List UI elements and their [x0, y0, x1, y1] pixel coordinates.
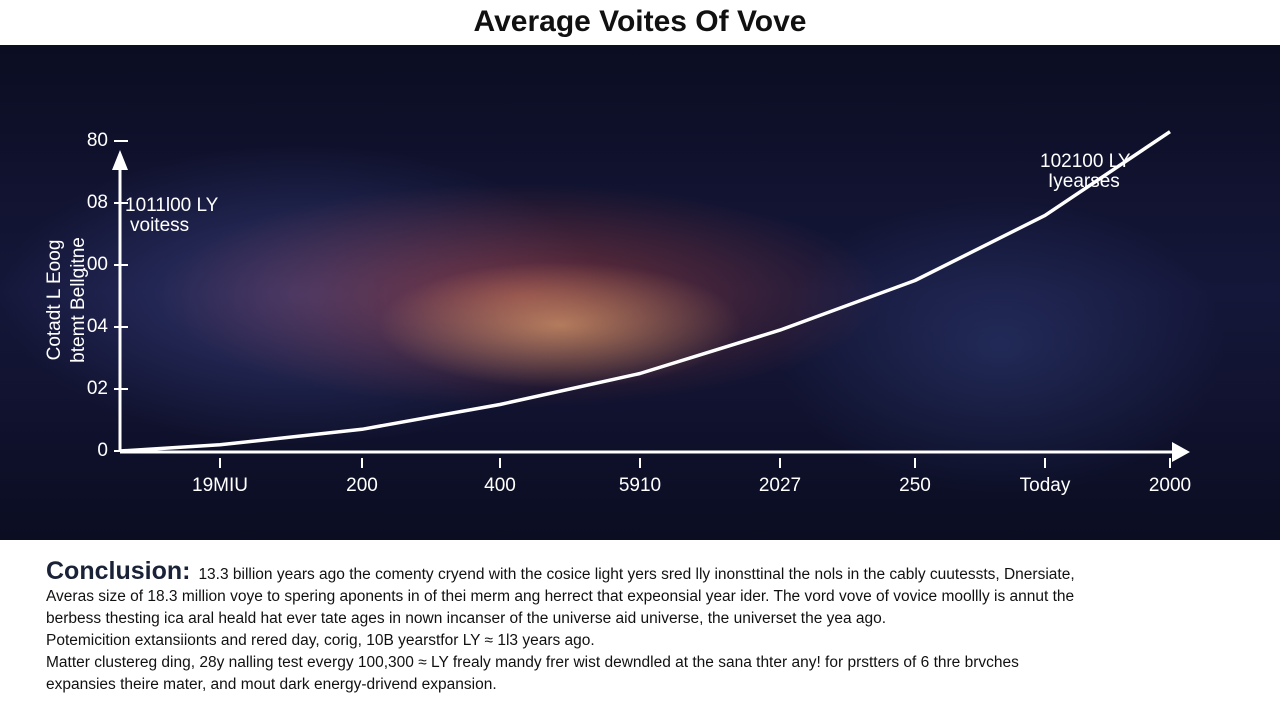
y-tick-label: 02 — [87, 378, 108, 399]
conclusion-text: 13.3 billion years ago the comenty cryen… — [198, 566, 1075, 583]
y-tick-label: .00 — [82, 254, 108, 275]
data-line — [119, 130, 1171, 453]
annotation: voitess — [130, 215, 189, 236]
x-arrow — [1172, 442, 1190, 462]
conclusion-heading: Conclusion: — [46, 557, 191, 585]
x-tick-label: 2000 — [1149, 475, 1191, 496]
chart-title: Average Voites Of Vove — [473, 5, 807, 38]
chart: Cotadt L Eoog btemt Bellgitne 1011l00 LY… — [0, 0, 1280, 540]
conclusion: Conclusion: 13.3 billion years ago the co… — [46, 557, 1266, 696]
x-tick-label: 400 — [484, 475, 516, 496]
conclusion-text: Matter clustereg ding, 28y nalling test … — [46, 654, 1019, 671]
conclusion-text: Potemicition extansiionts and rered day,… — [46, 632, 595, 649]
conclusion-text: expansies theire mater, and mout dark en… — [46, 676, 497, 693]
y-tick-label: 08 — [87, 192, 108, 213]
x-tick-label: 19MIU — [192, 475, 248, 496]
galaxy-background — [0, 45, 1280, 540]
conclusion-line: Conclusion: 13.3 billion years ago the co… — [46, 557, 1266, 586]
annotation: 1011l00 LY — [125, 195, 219, 216]
y-axis-label: Cotadt L Eoog — [44, 240, 65, 361]
x-tick-label: 200 — [346, 475, 378, 496]
x-tick-label: 2027 — [759, 475, 801, 496]
y-axis-label: btemt Bellgitne — [68, 237, 89, 363]
y-tick-label: 0 — [97, 440, 108, 461]
x-tick-label: Today — [1020, 475, 1071, 496]
annotation: 102100 LY — [1040, 151, 1131, 172]
y-tick-label: 04 — [87, 316, 109, 337]
x-tick-label: 5910 — [619, 475, 661, 496]
conclusion-text: Averas size of 18.3 million voye to sper… — [46, 588, 1075, 605]
y-tick-label: 80 — [87, 130, 108, 151]
y-arrow — [112, 150, 128, 170]
x-tick-label: 250 — [899, 475, 931, 496]
conclusion-text: berbess thesting ica aral heald hat ever… — [46, 610, 887, 627]
